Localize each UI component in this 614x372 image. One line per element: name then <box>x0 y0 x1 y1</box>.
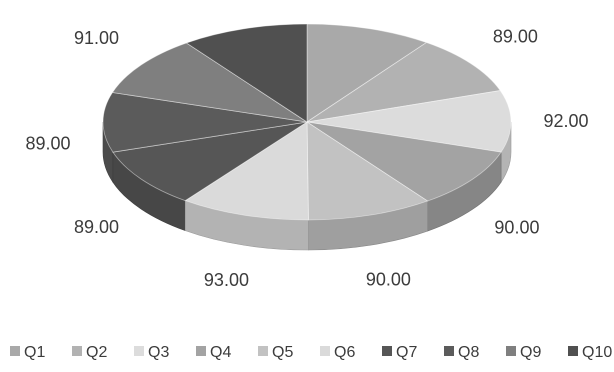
legend-label: Q2 <box>86 344 107 361</box>
legend-label: Q6 <box>334 344 355 361</box>
legend-item-q1[interactable]: Q1 <box>10 344 45 361</box>
slice-q3[interactable] <box>306 90 512 153</box>
legend-label: Q9 <box>520 344 541 361</box>
slice-q2[interactable] <box>306 42 501 123</box>
data-label-q8: 89.00 <box>25 134 70 154</box>
legend-item-q4[interactable]: Q4 <box>196 344 231 361</box>
data-label-q6: 93.00 <box>204 270 249 290</box>
legend-item-q7[interactable]: Q7 <box>382 344 417 361</box>
legend-label: Q4 <box>210 344 231 361</box>
legend-swatch <box>10 346 20 356</box>
data-label-q4: 90.00 <box>494 217 539 237</box>
legend-item-q10[interactable]: Q10 <box>568 344 612 361</box>
legend-swatch <box>134 346 144 356</box>
slice-q6[interactable] <box>184 121 309 221</box>
slice-q4[interactable] <box>306 121 502 202</box>
legend-label: Q1 <box>24 344 45 361</box>
slice-q1[interactable] <box>306 23 428 123</box>
legend-item-q6[interactable]: Q6 <box>320 344 355 361</box>
slice-q5[interactable] <box>306 121 429 221</box>
legend-swatch <box>320 346 330 356</box>
legend-item-q5[interactable]: Q5 <box>258 344 293 361</box>
legend-label: Q10 <box>582 344 612 361</box>
legend-label: Q5 <box>272 344 293 361</box>
data-label-q5: 90.00 <box>366 270 411 290</box>
legend-swatch <box>196 346 206 356</box>
legend-swatch <box>568 346 578 356</box>
legend-swatch <box>258 346 268 356</box>
legend-swatch <box>382 346 392 356</box>
data-label-q9: 91.00 <box>74 28 119 48</box>
legend-item-q3[interactable]: Q3 <box>134 344 169 361</box>
legend-item-q2[interactable]: Q2 <box>72 344 107 361</box>
data-label-q7: 89.00 <box>74 217 119 237</box>
legend-label: Q3 <box>148 344 169 361</box>
data-labels: 90.0089.0092.0090.0090.0093.0089.0089.00… <box>25 26 588 290</box>
legend: Q1 Q2 Q3 Q4 Q5 Q6 Q7 Q8 Q9 Q10 <box>10 344 612 361</box>
slice-q8[interactable] <box>102 92 308 153</box>
legend-label: Q8 <box>458 344 479 361</box>
legend-item-q8[interactable]: Q8 <box>444 344 479 361</box>
data-label-q3: 92.00 <box>543 111 588 131</box>
legend-swatch <box>444 346 454 356</box>
data-label-q2: 89.00 <box>493 26 538 46</box>
legend-swatch <box>506 346 516 356</box>
pie-slices <box>102 23 512 221</box>
slice-q10[interactable] <box>185 23 308 123</box>
legend-swatch <box>72 346 82 356</box>
legend-item-q9[interactable]: Q9 <box>506 344 541 361</box>
legend-label: Q7 <box>396 344 417 361</box>
slice-q7[interactable] <box>112 121 308 202</box>
slice-q9[interactable] <box>111 42 308 123</box>
